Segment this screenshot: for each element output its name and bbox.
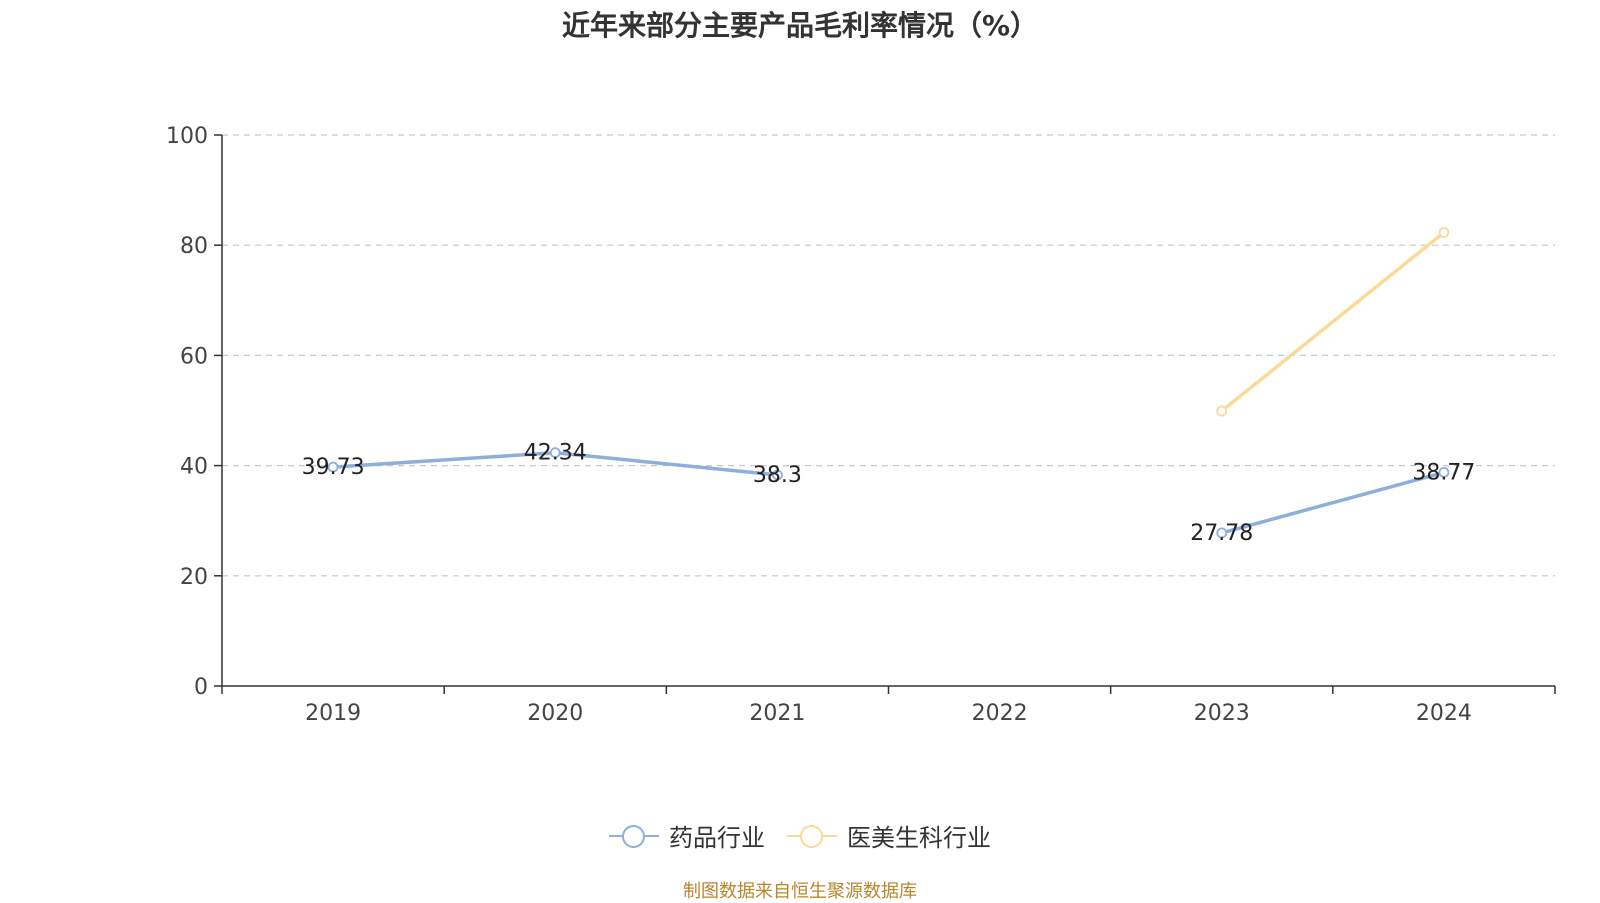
y-tick-label: 40 xyxy=(180,455,208,480)
data-point xyxy=(772,469,783,481)
y-axis: 0 20 40 60 80 100 xyxy=(166,124,223,700)
data-label: 39.73 xyxy=(302,455,365,480)
legend-item-aesthetic[interactable]: 医美生科行业 xyxy=(787,818,991,853)
x-tick-label: 2022 xyxy=(972,701,1028,726)
source-note: 制图数据来自恒生聚源数据库 xyxy=(683,881,917,902)
y-tick-label: 0 xyxy=(194,675,208,700)
data-label: 42.34 xyxy=(524,441,587,466)
y-tick-label: 20 xyxy=(180,565,208,590)
legend-marker-aesthetic xyxy=(787,824,837,848)
legend: 药品行业 医美生科行业 xyxy=(0,818,1600,853)
data-point xyxy=(549,447,561,459)
x-tick-label: 2019 xyxy=(305,701,361,726)
y-tick-label: 100 xyxy=(166,124,208,149)
x-tick-label: 2023 xyxy=(1194,701,1250,726)
legend-marker-drug xyxy=(609,824,659,848)
data-point xyxy=(327,461,339,473)
x-axis: 2019 2020 2021 2022 2023 2024 xyxy=(221,685,1556,726)
series-line-1 xyxy=(1220,231,1446,413)
data-point xyxy=(1438,227,1450,238)
x-tick-label: 2020 xyxy=(527,701,583,726)
data-point xyxy=(1216,405,1228,417)
data-labels: 39.73 42.34 38.3 27.78 38.77 xyxy=(302,441,1476,546)
series-layer xyxy=(327,227,1450,539)
y-tick-label: 60 xyxy=(180,344,208,369)
legend-label-drug: 药品行业 xyxy=(669,824,765,852)
x-tick-label: 2021 xyxy=(749,701,805,726)
data-label: 27.78 xyxy=(1190,521,1253,546)
gridlines xyxy=(222,134,1555,577)
data-point xyxy=(1216,527,1228,539)
legend-item-drug[interactable]: 药品行业 xyxy=(609,818,765,853)
data-point xyxy=(1438,466,1450,478)
data-label: 38.3 xyxy=(753,463,802,488)
data-label: 38.77 xyxy=(1412,460,1475,485)
x-tick-label: 2024 xyxy=(1416,701,1472,726)
chart-title: 近年来部分主要产品毛利率情况（%） xyxy=(561,9,1039,42)
legend-label-aesthetic: 医美生科行业 xyxy=(847,824,991,852)
y-tick-label: 80 xyxy=(180,234,208,259)
series-line-0 xyxy=(1221,470,1445,535)
